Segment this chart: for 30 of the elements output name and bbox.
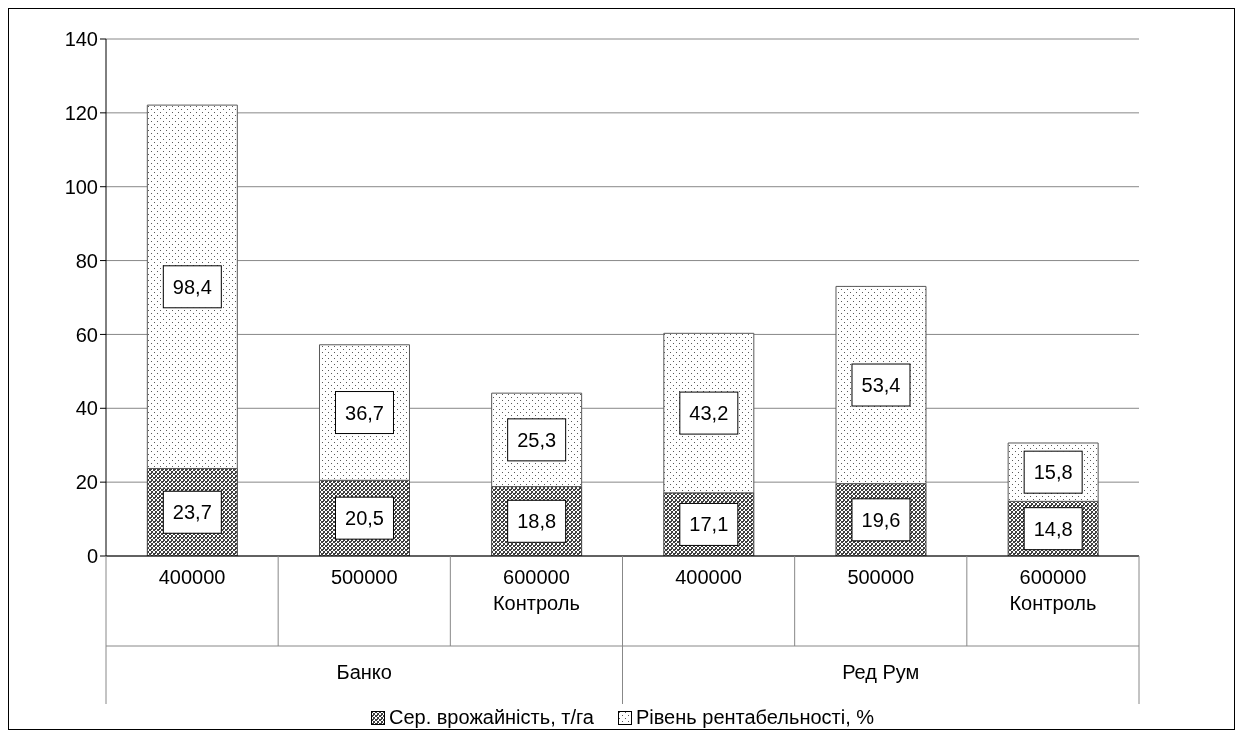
data-label: 19,6 xyxy=(861,508,901,531)
data-label: 36,7 xyxy=(345,401,384,424)
text: Ред Рум xyxy=(842,661,920,683)
y-tick-label: 80 xyxy=(75,249,98,272)
data-label: 18,8 xyxy=(517,510,557,533)
data-label: 17,1 xyxy=(689,513,729,536)
x-tick-label: 600000 Контроль xyxy=(1009,566,1097,614)
data-label: 14,8 xyxy=(1033,517,1073,540)
x-tick-label: 400000 xyxy=(675,566,742,588)
data-label: 15,8 xyxy=(1033,461,1073,484)
data-label: 20,5 xyxy=(345,507,384,530)
data-label: 25,3 xyxy=(517,428,557,451)
y-tick-label: 20 xyxy=(75,471,98,494)
y-tick-label: 60 xyxy=(75,323,98,346)
data-label: 98,4 xyxy=(172,275,212,298)
y-tick-label: 0 xyxy=(86,545,98,568)
data-label: 23,7 xyxy=(172,501,212,524)
y-tick-label: 40 xyxy=(75,397,98,420)
legend-label: Рівень рентабельності, % xyxy=(634,706,875,729)
y-tick-label: 100 xyxy=(64,175,98,198)
data-label: 43,2 xyxy=(689,402,729,425)
text: Банко xyxy=(336,661,392,683)
y-tick-label: 120 xyxy=(64,101,98,124)
x-tick-label: 500000 xyxy=(847,566,915,588)
legend-label: Сер. врожайність, т/га xyxy=(387,706,594,729)
x-tick-label: 400000 xyxy=(158,566,226,588)
data-label: 53,4 xyxy=(861,374,901,397)
x-tick-label: 500000 xyxy=(330,566,398,588)
x-tick-label: 600000 Контроль xyxy=(492,566,580,614)
y-tick-label: 140 xyxy=(64,28,98,51)
